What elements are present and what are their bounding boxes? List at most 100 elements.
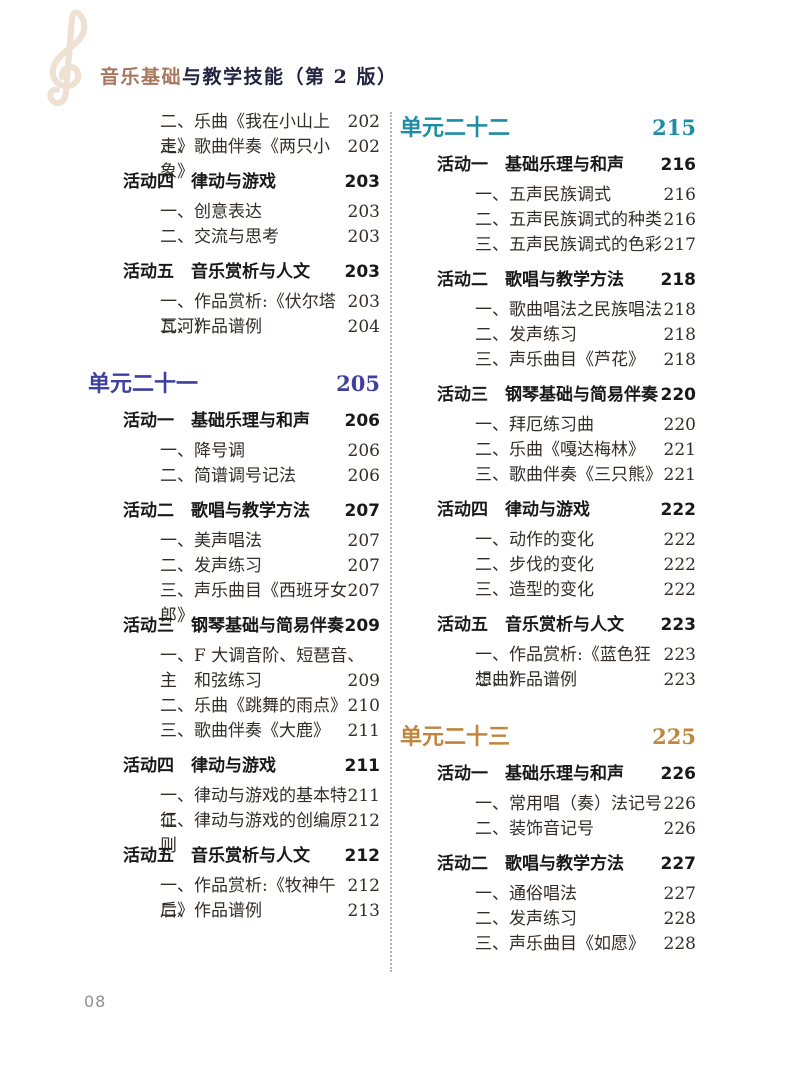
entry-title: 二、发声练习 xyxy=(160,556,262,576)
toc-unit-heading-21: 单元二十一 205 xyxy=(88,368,380,399)
entry-title: 活动五 音乐赏析与人文 xyxy=(123,262,310,282)
entry-title: 三、声乐曲目《西班牙女郎》 xyxy=(160,581,347,626)
toc-entry: 二、发声练习 228 xyxy=(400,907,696,932)
toc-entry: 三、声乐曲目《如愿》 228 xyxy=(400,932,696,957)
entry-title: 三、五声民族调式的色彩 xyxy=(475,235,662,255)
toc-entry: 二、交流与思考 203 xyxy=(88,225,380,250)
entry-title: 一、作品赏析:《伏尔塔瓦河》 xyxy=(160,292,336,337)
toc-entry: 一、拜厄练习曲 220 xyxy=(400,413,696,438)
entry-page: 203 xyxy=(344,172,381,192)
unit-page: 225 xyxy=(652,724,696,749)
toc-entry: 二、简谱调号记法 206 xyxy=(88,464,380,489)
entry-page: 226 xyxy=(663,794,696,814)
entry-title: 三、造型的变化 xyxy=(475,580,594,600)
entry-page: 211 xyxy=(347,786,380,806)
toc-entry: 一、作品赏析:《伏尔塔瓦河》 203 xyxy=(88,290,380,337)
entry-page: 220 xyxy=(663,415,696,435)
toc-entry: 一、降号调 206 xyxy=(88,439,380,464)
entry-page: 216 xyxy=(660,155,697,175)
toc-entry: 一、F 大调音阶、短琶音、主 xyxy=(88,644,380,691)
toc-unit-heading-23: 单元二十三 225 xyxy=(400,721,696,752)
entry-page: 203 xyxy=(344,262,381,282)
entry-title: 活动三 钢琴基础与简易伴奏 xyxy=(437,385,658,405)
entry-title: 三、声乐曲目《芦花》 xyxy=(475,350,645,370)
column-divider xyxy=(390,112,392,972)
toc-entry: 二、乐曲《我在小山上走》 202 xyxy=(88,110,380,157)
entry-title: 三、歌曲伴奏《三只熊》 xyxy=(475,465,662,485)
toc-column-right: 单元二十二 215 活动一 基础乐理与和声 216 一、五声民族调式 216 二、五声… xyxy=(400,110,696,957)
entry-title: 活动一 基础乐理与和声 xyxy=(437,155,624,175)
entry-title: 一、创意表达 xyxy=(160,202,262,222)
entry-page: 221 xyxy=(663,440,696,460)
entry-page: 216 xyxy=(663,185,696,205)
treble-clef-icon xyxy=(47,9,88,106)
entry-page: 218 xyxy=(663,300,696,320)
entry-page: 210 xyxy=(347,696,380,716)
entry-title: 和弦练习 xyxy=(194,671,262,691)
entry-page: 222 xyxy=(663,580,696,600)
toc-activity-heading: 活动二 歌唱与教学方法 218 xyxy=(400,267,696,293)
entry-title: 活动四 律动与游戏 xyxy=(123,172,276,192)
toc-entry: 一、常用唱（奏）法记号 226 xyxy=(400,792,696,817)
toc-activity-heading: 活动四 律动与游戏 203 xyxy=(88,169,380,195)
unit-page: 215 xyxy=(652,115,696,140)
toc-entry: 一、通俗唱法 227 xyxy=(400,882,696,907)
book-title: 音乐基础与教学技能（第 2 版） xyxy=(100,62,397,89)
toc-entry: 二、作品谱例 213 xyxy=(88,899,380,924)
entry-page: 203 xyxy=(347,292,380,312)
entry-title: 二、装饰音记号 xyxy=(475,819,594,839)
toc-entry-continuation: 和弦练习 209 xyxy=(88,669,380,694)
entry-title: 一、动作的变化 xyxy=(475,530,594,550)
toc-entry: 三、歌曲伴奏《两只小象》 202 xyxy=(88,135,380,182)
toc-entry: 二、发声练习 207 xyxy=(88,554,380,579)
toc-entry: 一、动作的变化 222 xyxy=(400,528,696,553)
entry-title: 一、歌曲唱法之民族唱法 xyxy=(475,300,662,320)
entry-page: 212 xyxy=(347,876,380,896)
entry-page: 203 xyxy=(347,202,380,222)
entry-title: 二、交流与思考 xyxy=(160,227,279,247)
entry-page: 202 xyxy=(347,137,380,157)
entry-page: 222 xyxy=(663,555,696,575)
entry-page: 216 xyxy=(663,210,696,230)
entry-page: 226 xyxy=(660,764,697,784)
entry-page: 209 xyxy=(344,616,381,636)
toc-entry: 三、声乐曲目《西班牙女郎》 207 xyxy=(88,579,380,626)
entry-page: 206 xyxy=(347,441,380,461)
entry-page: 227 xyxy=(660,854,697,874)
entry-title: 一、作品赏析:《牧神午后》 xyxy=(160,876,336,921)
entry-title: 二、作品谱例 xyxy=(475,670,577,690)
entry-title: 一、拜厄练习曲 xyxy=(475,415,594,435)
toc-entry: 二、装饰音记号 226 xyxy=(400,817,696,842)
toc-activity-heading: 活动二 歌唱与教学方法 227 xyxy=(400,851,696,877)
toc-entry: 二、作品谱例 223 xyxy=(400,668,696,693)
entry-page: 227 xyxy=(663,884,696,904)
entry-title: 一、常用唱（奏）法记号 xyxy=(475,794,662,814)
toc-entry: 三、歌曲伴奏《三只熊》 221 xyxy=(400,463,696,488)
toc-activity-heading: 活动四 律动与游戏 211 xyxy=(88,753,380,779)
entry-title: 二、五声民族调式的种类 xyxy=(475,210,662,230)
entry-page: 221 xyxy=(663,465,696,485)
entry-title: 一、作品赏析:《蓝色狂想曲》 xyxy=(475,645,651,690)
entry-page: 218 xyxy=(663,350,696,370)
entry-page: 228 xyxy=(663,909,696,929)
entry-title: 二、发声练习 xyxy=(475,325,577,345)
entry-title: 一、降号调 xyxy=(160,441,245,461)
entry-title: 活动二 歌唱与教学方法 xyxy=(123,501,310,521)
entry-title: 二、乐曲《嘎达梅林》 xyxy=(475,440,645,460)
entry-page: 202 xyxy=(347,112,380,132)
toc-activity-heading: 活动三 钢琴基础与简易伴奏 209 xyxy=(88,613,380,639)
unit-title: 单元二十三 xyxy=(400,724,511,750)
entry-page: 222 xyxy=(660,500,697,520)
toc-activity-heading: 活动四 律动与游戏 222 xyxy=(400,497,696,523)
entry-page: 228 xyxy=(663,934,696,954)
entry-page: 203 xyxy=(347,227,380,247)
entry-title: 二、乐曲《跳舞的雨点》 xyxy=(160,696,347,716)
toc-entry: 三、歌曲伴奏《大鹿》 211 xyxy=(88,719,380,744)
entry-title: 活动五 音乐赏析与人文 xyxy=(123,846,310,866)
toc-entry: 二、乐曲《跳舞的雨点》 210 xyxy=(88,694,380,719)
toc-entry: 二、作品谱例 204 xyxy=(88,315,380,340)
toc-activity-heading: 活动五 音乐赏析与人文 223 xyxy=(400,612,696,638)
toc-entry: 二、乐曲《嘎达梅林》 221 xyxy=(400,438,696,463)
entry-page: 211 xyxy=(344,756,381,776)
entry-page: 212 xyxy=(344,846,381,866)
